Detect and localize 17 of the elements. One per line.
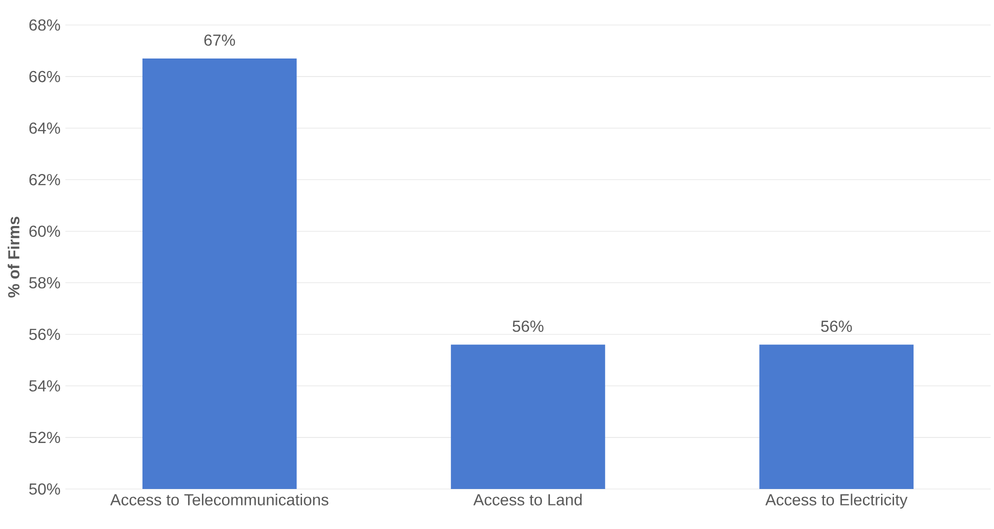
x-tick-label: Access to Telecommunications — [110, 494, 328, 506]
y-tick-label: 62% — [29, 174, 60, 186]
y-axis-title: % of Firms — [8, 216, 20, 298]
y-tick-label: 64% — [29, 122, 60, 134]
y-tick-label: 54% — [29, 380, 60, 392]
y-tick-label: 56% — [29, 328, 60, 340]
y-tick-label: 58% — [29, 277, 60, 288]
x-tick-label: Access to Land — [473, 494, 582, 506]
x-tick-label: Access to Electricity — [765, 494, 908, 509]
y-tick-label: 52% — [29, 432, 60, 444]
data-label: 56% — [512, 320, 544, 332]
data-label: 67% — [204, 34, 235, 46]
y-tick-label: 68% — [29, 19, 60, 31]
data-label: 56% — [821, 320, 852, 332]
y-tick-label: 66% — [29, 70, 60, 82]
y-tick-label: 60% — [29, 226, 60, 237]
y-tick-label: 50% — [29, 483, 60, 495]
